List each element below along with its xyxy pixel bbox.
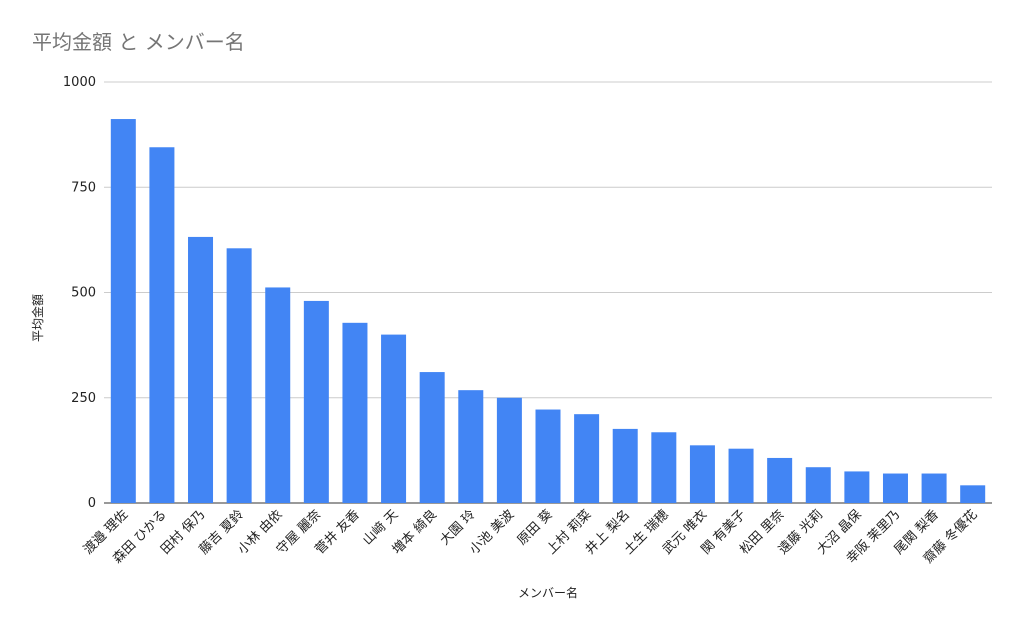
y-tick-label: 250 [71, 391, 96, 406]
bar [381, 334, 407, 503]
bar [805, 467, 831, 503]
y-tick-labels: 0 250 500 750 1000 [63, 75, 96, 511]
x-axis-label: メンバー名 [518, 585, 578, 600]
bar [612, 428, 638, 503]
bar [303, 300, 329, 503]
y-tick-label: 750 [71, 180, 96, 195]
bar [149, 147, 175, 503]
bar [574, 414, 600, 503]
y-axis-label: 平均金額 [30, 294, 45, 342]
bar [496, 397, 522, 503]
bar [921, 473, 947, 503]
bar [844, 471, 870, 503]
bar [728, 448, 754, 503]
bar [419, 372, 445, 503]
gridlines [104, 81, 992, 504]
bar [689, 445, 715, 503]
bar [535, 409, 561, 503]
bar [767, 457, 793, 503]
bar [458, 390, 484, 503]
bar [265, 287, 291, 503]
bar [110, 119, 136, 503]
bar [226, 248, 252, 503]
bars [110, 119, 986, 504]
y-tick-label: 0 [88, 496, 96, 511]
y-tick-label: 500 [71, 286, 96, 301]
bar [342, 322, 368, 503]
bar [188, 236, 214, 504]
y-tick-label: 1000 [63, 75, 96, 90]
bar [960, 485, 986, 503]
bar [651, 432, 677, 503]
chart-title: 平均金額 と メンバー名 [32, 30, 245, 54]
bar [882, 473, 908, 503]
